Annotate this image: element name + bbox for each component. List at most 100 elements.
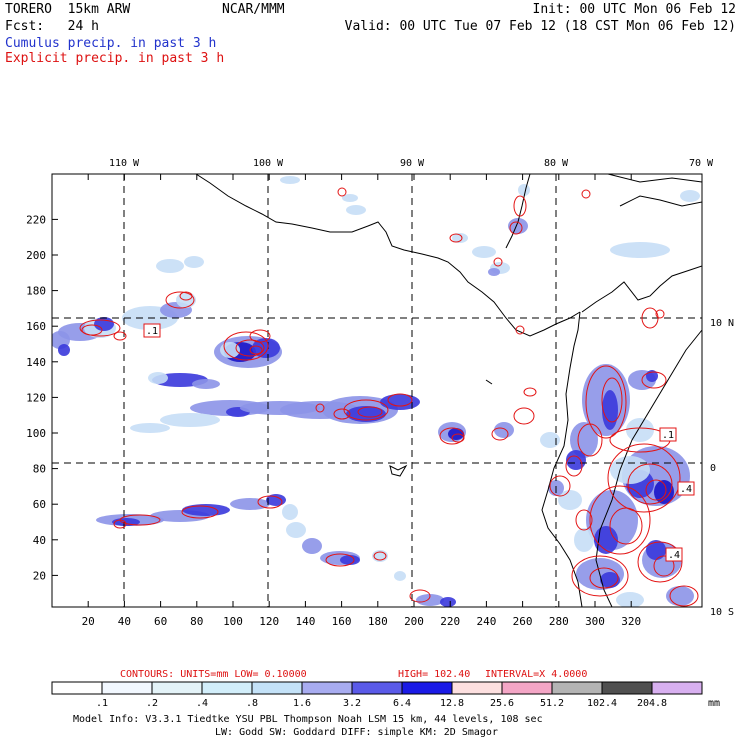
- cumulus-cell: [566, 450, 586, 470]
- x-tick-label: 80: [190, 615, 203, 628]
- y-tick-label: 40: [33, 534, 46, 547]
- explicit-precip-contours: [79, 187, 699, 607]
- colorbar-swatch: [251, 681, 303, 695]
- contour-label-text: .4: [668, 550, 680, 561]
- cumulus-cell: [380, 394, 420, 410]
- explicit-contour: [645, 479, 667, 501]
- x-tick-label: 320: [621, 615, 641, 628]
- explicit-contour: [165, 291, 195, 309]
- init-time: Init: 00 UTC Mon 06 Feb 12: [532, 2, 737, 17]
- colorbar-label: 102.4: [587, 698, 617, 709]
- explicit-contour: [509, 221, 523, 235]
- colorbar-label: .8: [246, 698, 258, 709]
- valid-time: Valid: 00 UTC Tue 07 Feb 12 (18 CST Mon …: [344, 19, 736, 34]
- cumulus-cell: [666, 586, 694, 606]
- model-info-line-1: Model Info: V3.3.1 Tiedtke YSU PBL Thomp…: [73, 714, 543, 725]
- explicit-contour: [409, 589, 431, 603]
- cumulus-cell: [184, 256, 204, 268]
- lat-lon-grid: [52, 174, 702, 607]
- explicit-contour: [589, 567, 619, 589]
- cumulus-cell: [192, 379, 220, 389]
- explicit-contour: [565, 455, 583, 477]
- explicit-contour: [601, 377, 623, 423]
- colorbar: .1 .2 .4 .8 1.6 3.2 6.4 12.8 25.6 51.2 102.4 204.8: [51, 681, 703, 709]
- explicit-contour: [609, 507, 643, 545]
- lat-label: 0: [710, 463, 716, 474]
- x-tick-label: 260: [513, 615, 533, 628]
- x-tick-label: 220: [440, 615, 460, 628]
- cumulus-cell: [182, 504, 230, 516]
- contour-info-label: CONTOURS: UNITS=mm LOW= 0.10000: [120, 669, 307, 680]
- explicit-contour: [249, 345, 263, 355]
- cumulus-cell: [616, 592, 644, 607]
- y-tick-label: 220: [26, 213, 46, 226]
- cumulus-cell: [280, 176, 300, 184]
- cumulus-cell: [58, 344, 70, 356]
- x-tick-label: 20: [82, 615, 95, 628]
- coastline: [195, 174, 581, 337]
- cumulus-cell: [220, 342, 240, 358]
- colorbar-swatch: [551, 681, 603, 695]
- colorbar-label: .4: [196, 698, 208, 709]
- explicit-contour: [79, 319, 121, 337]
- cumulus-cell: [440, 597, 456, 607]
- cumulus-cell: [646, 540, 666, 560]
- explicit-contour: [257, 495, 283, 509]
- cumulus-cell: [574, 528, 594, 552]
- colorbar-label: 1.6: [293, 698, 311, 709]
- explicit-contour: [653, 555, 675, 577]
- coastline: [389, 464, 408, 477]
- explicit-contour: [223, 331, 269, 361]
- explicit-contour: [337, 187, 347, 197]
- model-name: TORERO 15km ARW: [5, 2, 131, 17]
- lat-label: 10 S: [710, 607, 734, 618]
- explicit-contour: [571, 555, 629, 597]
- x-tick-label: 180: [368, 615, 388, 628]
- cumulus-cell: [286, 522, 306, 538]
- y-tick-label: 180: [26, 285, 46, 298]
- model-info-line-2: LW: Godd SW: Goddard DIFF: simple KM: 2D…: [215, 727, 498, 738]
- lon-label: 70 W: [689, 158, 714, 169]
- x-tick-label: 160: [332, 615, 352, 628]
- colorbar-swatch: [401, 681, 453, 695]
- colorbar-swatch: [151, 681, 203, 695]
- coastline: [541, 311, 583, 607]
- colorbar-swatch: [51, 681, 103, 695]
- colorbar-swatch: [351, 681, 403, 695]
- x-tick-label: 140: [295, 615, 315, 628]
- contour-info-high: HIGH= 102.40: [398, 669, 470, 680]
- explicit-contour: [333, 408, 351, 420]
- colorbar-label: 3.2: [343, 698, 361, 709]
- explicit-contour: [523, 387, 537, 397]
- cumulus-cell: [156, 259, 184, 273]
- explicit-contour: [669, 585, 699, 607]
- y-tick-label: 200: [26, 249, 46, 262]
- cumulus-legend-line: Cumulus precip. in past 3 h: [5, 36, 217, 51]
- explicit-legend-line: Explicit precip. in past 3 h: [5, 51, 225, 66]
- explicit-contour: [81, 324, 103, 336]
- cumulus-cell: [148, 372, 168, 384]
- explicit-contour: [513, 195, 527, 217]
- colorbar-swatch: [651, 681, 703, 695]
- coastline: [485, 379, 493, 385]
- coastlines: [195, 174, 702, 607]
- coastline: [619, 195, 702, 207]
- explicit-contour: [513, 407, 535, 425]
- explicit-contour: [449, 233, 463, 243]
- cumulus-cell: [282, 504, 298, 520]
- cumulus-cell: [340, 555, 360, 565]
- y-tick-label: 80: [33, 463, 46, 476]
- cumulus-cell: [540, 432, 560, 448]
- explicit-contour: [589, 485, 651, 555]
- explicit-contour: [373, 551, 387, 561]
- explicit-contour: [387, 393, 413, 407]
- contour-label-box: [665, 547, 683, 562]
- explicit-contour: [493, 257, 503, 267]
- explicit-contour: [439, 427, 465, 445]
- explicit-contour: [181, 505, 219, 519]
- coastline: [595, 329, 702, 607]
- explicit-contour: [451, 433, 465, 443]
- explicit-contour: [607, 443, 681, 513]
- x-tick-label: 280: [549, 615, 569, 628]
